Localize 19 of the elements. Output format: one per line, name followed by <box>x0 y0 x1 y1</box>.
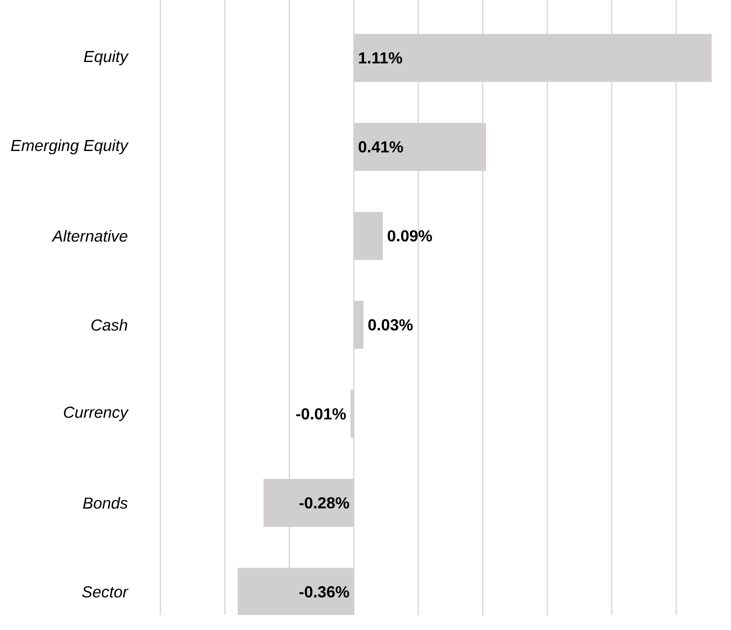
bar <box>354 212 383 260</box>
y-tick-label: Currency <box>64 406 129 422</box>
y-tick-label: Sector <box>82 586 128 598</box>
bar <box>350 390 354 438</box>
bar <box>264 478 354 527</box>
data-label: -0.01% <box>296 408 346 420</box>
data-label: -0.36% <box>299 586 350 598</box>
y-tick-label: Bonds <box>83 496 128 509</box>
data-label: 1.11% <box>359 52 402 64</box>
bar <box>354 122 486 171</box>
y-tick-label: Cash <box>91 318 128 331</box>
data-label: -0.28% <box>299 497 350 509</box>
bar <box>354 300 364 349</box>
data-label: 0.03% <box>368 319 413 331</box>
y-tick-label: Equity <box>84 50 129 66</box>
data-label: 0.41% <box>358 141 403 152</box>
y-tick-label: Emerging Equity <box>11 139 129 154</box>
y-tick-label: Alternative <box>52 230 128 242</box>
data-label: 0.09% <box>388 230 432 242</box>
